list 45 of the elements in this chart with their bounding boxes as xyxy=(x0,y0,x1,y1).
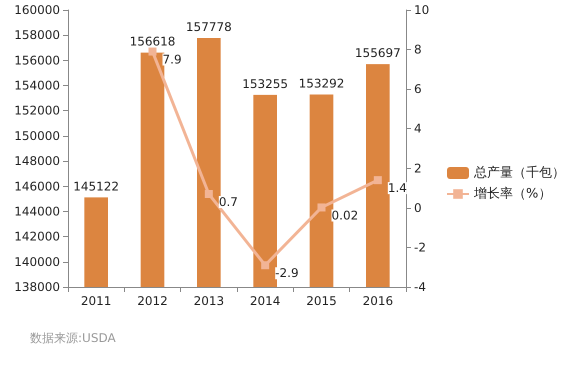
y-tick-label: 156000 xyxy=(14,53,60,68)
x-tick-label: 2014 xyxy=(250,294,280,308)
point xyxy=(374,176,382,184)
y2-tick-label: 2 xyxy=(414,161,422,176)
y2-tick-label: -4 xyxy=(414,280,426,294)
y-tick-label: 140000 xyxy=(14,254,60,269)
point xyxy=(148,48,156,56)
y2-tick-label: 0 xyxy=(414,200,422,215)
point xyxy=(261,261,270,270)
data-label: 153292 xyxy=(298,76,344,90)
y-tick-label: 144000 xyxy=(14,204,60,218)
y-tick-label: 146000 xyxy=(14,179,60,194)
y-tick-label: 158000 xyxy=(14,28,60,42)
data-label: 0.02 xyxy=(332,208,358,222)
x-tick-label: 2016 xyxy=(362,294,394,308)
y-tick-label: 148000 xyxy=(14,154,60,168)
x-tick-label: 2011 xyxy=(80,294,112,308)
y-tick-label: 152000 xyxy=(14,104,60,118)
data-label: 156618 xyxy=(130,34,176,49)
data-label: 0.7 xyxy=(218,195,238,210)
data-label: -2.9 xyxy=(275,266,299,280)
y-tick-label: 142000 xyxy=(14,230,60,244)
y2-tick-label: 8 xyxy=(414,42,422,57)
x-tick-label: 2015 xyxy=(306,294,337,308)
y2-tick-label: 4 xyxy=(414,122,422,136)
source-note: 数据来源:USDA xyxy=(30,331,116,345)
y2-tick-label: 6 xyxy=(414,82,422,96)
y2-tick-label: -2 xyxy=(414,240,426,254)
legend-label: 增长率（%） xyxy=(473,186,552,202)
y-tick-label: 138000 xyxy=(14,280,60,294)
data-label: 145122 xyxy=(73,179,120,194)
x-tick-label: 2012 xyxy=(137,294,168,308)
point xyxy=(318,203,326,212)
y-tick-label: 160000 xyxy=(14,3,60,17)
data-label: 7.9 xyxy=(162,52,182,67)
data-label: 157778 xyxy=(186,20,232,34)
point xyxy=(204,190,213,198)
data-label: 1.4 xyxy=(388,181,407,196)
legend-label: 总产量（千包） xyxy=(473,166,565,180)
y-tick-label: 150000 xyxy=(14,128,60,143)
data-label: 153255 xyxy=(242,76,288,91)
data-label: 155697 xyxy=(354,46,401,60)
y-tick-label: 154000 xyxy=(14,78,60,93)
x-tick-label: 2013 xyxy=(194,294,224,308)
y2-tick-label: 10 xyxy=(414,3,430,17)
